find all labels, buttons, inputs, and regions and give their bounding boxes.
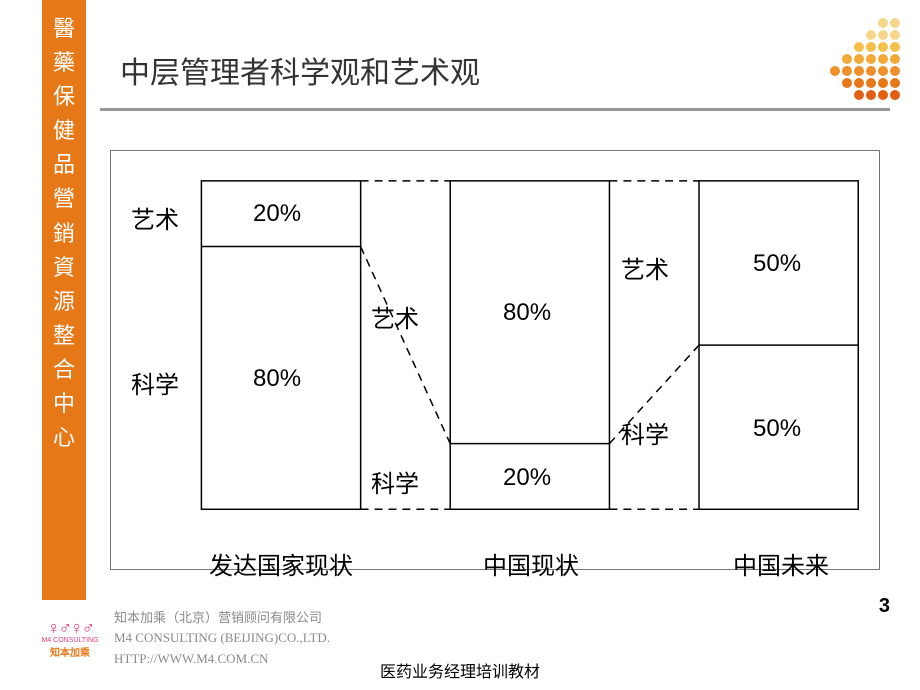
pct-bottom-0: 80%	[253, 365, 301, 393]
decor-dot	[854, 42, 864, 52]
decor-dot	[866, 54, 876, 64]
caption-2: 中国未来	[733, 546, 829, 581]
decor-dot	[878, 78, 888, 88]
caption-1: 中国现状	[483, 546, 579, 581]
decor-dot	[890, 30, 900, 40]
decor-dot	[854, 66, 864, 76]
label-science-1: 科学	[371, 464, 419, 499]
footer-line2: M4 CONSULTING (BEIJING)CO.,LTD.	[114, 628, 330, 649]
decor-dot	[890, 90, 900, 100]
title-underline	[100, 108, 890, 111]
decor-dot	[878, 90, 888, 100]
decor-dot	[854, 90, 864, 100]
decor-dot	[842, 66, 852, 76]
label-art-2: 艺术	[621, 250, 669, 285]
decor-dot	[878, 66, 888, 76]
caption-0: 发达国家现状	[209, 546, 353, 581]
pct-top-1: 80%	[503, 299, 551, 327]
footer-line1: 知本加乘（北京）营销顾问有限公司	[114, 608, 330, 629]
decor-dot	[878, 42, 888, 52]
decor-dot	[890, 66, 900, 76]
label-science-2: 科学	[621, 415, 669, 450]
decor-dot	[878, 18, 888, 28]
decor-dot	[830, 66, 840, 76]
slide-title: 中层管理者科学观和艺术观	[120, 48, 480, 92]
decor-dot	[842, 78, 852, 88]
sidebar-banner: 醫藥保健品營銷資源整合中心	[42, 0, 86, 600]
pct-bottom-2: 50%	[753, 415, 801, 443]
decor-dot	[890, 42, 900, 52]
bottom-caption: 医药业务经理培训教材	[0, 658, 920, 682]
pct-top-2: 50%	[753, 250, 801, 278]
label-art-1: 艺术	[371, 299, 419, 334]
sidebar-text: 醫藥保健品營銷資源整合中心	[53, 12, 75, 455]
decor-dot	[878, 30, 888, 40]
decor-dot	[890, 54, 900, 64]
logo-sub-cn: 知本加乘	[40, 644, 100, 659]
decor-dot	[866, 66, 876, 76]
chart-container: 20%80%艺术科学发达国家现状80%20%艺术科学中国现状50%50%艺术科学…	[110, 150, 880, 570]
pct-top-0: 20%	[253, 200, 301, 228]
corner-dot-decor	[782, 18, 902, 118]
decor-dot	[878, 54, 888, 64]
decor-dot	[866, 90, 876, 100]
chart-svg	[111, 151, 879, 569]
page-number: 3	[879, 595, 890, 618]
logo-icon: ♀♂♀♂	[40, 619, 100, 637]
label-science-0: 科学	[131, 365, 179, 400]
decor-dot	[890, 18, 900, 28]
decor-dot	[890, 78, 900, 88]
logo-sub-en: M4 CONSULTING	[40, 637, 100, 644]
decor-dot	[866, 78, 876, 88]
pct-bottom-1: 20%	[503, 464, 551, 492]
decor-dot	[866, 42, 876, 52]
logo: ♀♂♀♂ M4 CONSULTING 知本加乘	[40, 619, 100, 659]
decor-dot	[854, 78, 864, 88]
decor-dot	[842, 54, 852, 64]
decor-dot	[866, 30, 876, 40]
label-art-0: 艺术	[131, 200, 179, 235]
decor-dot	[854, 54, 864, 64]
